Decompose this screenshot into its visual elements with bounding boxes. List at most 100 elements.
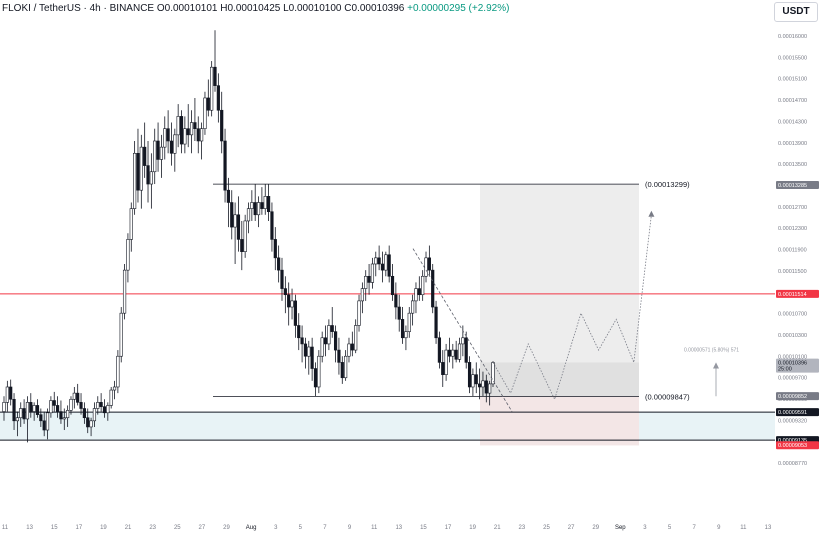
candle-body xyxy=(360,288,364,302)
y-axis-tick-label: 0.00010700 xyxy=(778,312,807,318)
x-axis-tick-label: 9 xyxy=(717,525,721,531)
x-axis-tick-label: 19 xyxy=(100,525,107,531)
candle-body xyxy=(119,312,123,357)
candle-body xyxy=(89,420,93,428)
candle-body xyxy=(86,417,90,428)
candle-body xyxy=(169,140,174,154)
candle-body xyxy=(82,408,86,419)
x-axis-tick-label: 17 xyxy=(75,525,82,531)
measure-label: 0.00000571 (5.80%) 571 xyxy=(684,347,739,353)
candle-body xyxy=(407,312,411,332)
candle-body xyxy=(303,343,308,357)
y-axis-tick-label: 0.00016000 xyxy=(778,34,807,40)
projection-path[interactable] xyxy=(492,214,652,401)
candle-body xyxy=(146,165,150,185)
candle-body xyxy=(327,325,331,345)
candle-body xyxy=(317,355,321,388)
candle-body xyxy=(484,380,488,394)
axis-badge-label-6: 0.00009053 xyxy=(778,443,807,449)
candle-body xyxy=(62,417,66,420)
candle-body xyxy=(5,386,9,403)
candle-body xyxy=(15,417,19,422)
candle-body xyxy=(139,146,143,191)
trendline[interactable] xyxy=(412,248,513,412)
axis-badge-label-3: 0.00009852 xyxy=(778,394,807,400)
x-axis-tick-label: 11 xyxy=(2,525,9,531)
candle-body xyxy=(441,362,445,375)
axis-badge-6 xyxy=(776,441,819,450)
candle-body xyxy=(387,254,391,277)
candle-body xyxy=(203,97,207,129)
candle-body xyxy=(240,239,244,252)
candle-body xyxy=(159,146,164,160)
y-axis-tick-label: 0.00011900 xyxy=(778,248,807,254)
candle-body xyxy=(166,128,170,142)
candle-body xyxy=(491,362,495,385)
candle-body xyxy=(478,383,482,388)
x-axis-tick-label: 7 xyxy=(323,525,327,531)
candle-body xyxy=(297,325,301,339)
axis-badge-label-2: 0.00010396 xyxy=(778,361,807,367)
projection-arrowhead xyxy=(648,210,655,217)
candle-body xyxy=(280,269,284,289)
x-axis-tick-label: 3 xyxy=(274,525,278,531)
candle-body xyxy=(223,140,227,191)
axis-badge-label-1: 0.00011514 xyxy=(778,292,807,298)
candle-body xyxy=(72,392,76,400)
candle-body xyxy=(421,275,425,296)
candle-body xyxy=(9,386,13,400)
candle-body xyxy=(370,263,375,283)
candle-body xyxy=(397,306,401,320)
x-axis-tick-label: 5 xyxy=(299,525,303,531)
candle-body xyxy=(377,257,381,265)
support-zone xyxy=(0,412,775,441)
candle-body xyxy=(96,402,100,409)
axis-badge-4 xyxy=(776,408,819,417)
candle-body xyxy=(374,257,378,265)
candle-body xyxy=(193,122,197,129)
currency-button[interactable]: USDT xyxy=(774,2,818,22)
candle-body xyxy=(347,343,351,357)
candle-body xyxy=(384,254,388,271)
x-axis-tick-label: 13 xyxy=(26,525,33,531)
candle-body xyxy=(444,349,448,375)
candle-body xyxy=(226,189,231,203)
candle-body xyxy=(59,411,63,420)
candle-body xyxy=(106,405,110,414)
candle-body xyxy=(69,398,73,411)
candle-body xyxy=(434,306,438,339)
target-zone-box xyxy=(480,184,639,363)
candle-body xyxy=(461,337,465,345)
x-axis-tick-label: 3 xyxy=(643,525,647,531)
candle-body xyxy=(109,389,113,406)
candle-body xyxy=(417,288,421,296)
candle-body xyxy=(357,300,361,326)
candle-body xyxy=(367,275,371,283)
axis-badge-label-0: 0.00013285 xyxy=(778,183,807,189)
symbol-header: FLOKI / TetherUS · 4h · BINANCE O0.00010… xyxy=(2,3,509,14)
x-axis-tick-label: 27 xyxy=(568,525,575,531)
candle-body xyxy=(270,211,274,240)
x-axis-tick-label: 11 xyxy=(371,525,378,531)
y-axis-tick-label: 0.00011500 xyxy=(778,269,807,275)
x-axis-tick-label: 25 xyxy=(543,525,550,531)
x-axis-tick-label: 19 xyxy=(469,525,476,531)
y-axis-tick-label: 0.00009700 xyxy=(778,376,807,382)
candle-body xyxy=(186,128,190,136)
candle-body xyxy=(277,257,281,271)
x-axis-tick-label: Aug xyxy=(246,525,257,531)
candle-body xyxy=(55,405,60,412)
candle-body xyxy=(290,300,294,308)
candle-body xyxy=(310,346,314,369)
measure-arrowhead xyxy=(713,362,719,369)
candle-body xyxy=(102,406,107,414)
x-axis-tick-label: 15 xyxy=(420,525,427,531)
x-axis-tick-label: 21 xyxy=(125,525,132,531)
candle-body xyxy=(196,128,200,142)
candle-body xyxy=(256,202,261,216)
candle-body xyxy=(116,355,120,388)
candle-body xyxy=(330,325,334,332)
y-axis-tick-label: 0.00014300 xyxy=(778,119,807,125)
candle-body xyxy=(136,152,140,191)
